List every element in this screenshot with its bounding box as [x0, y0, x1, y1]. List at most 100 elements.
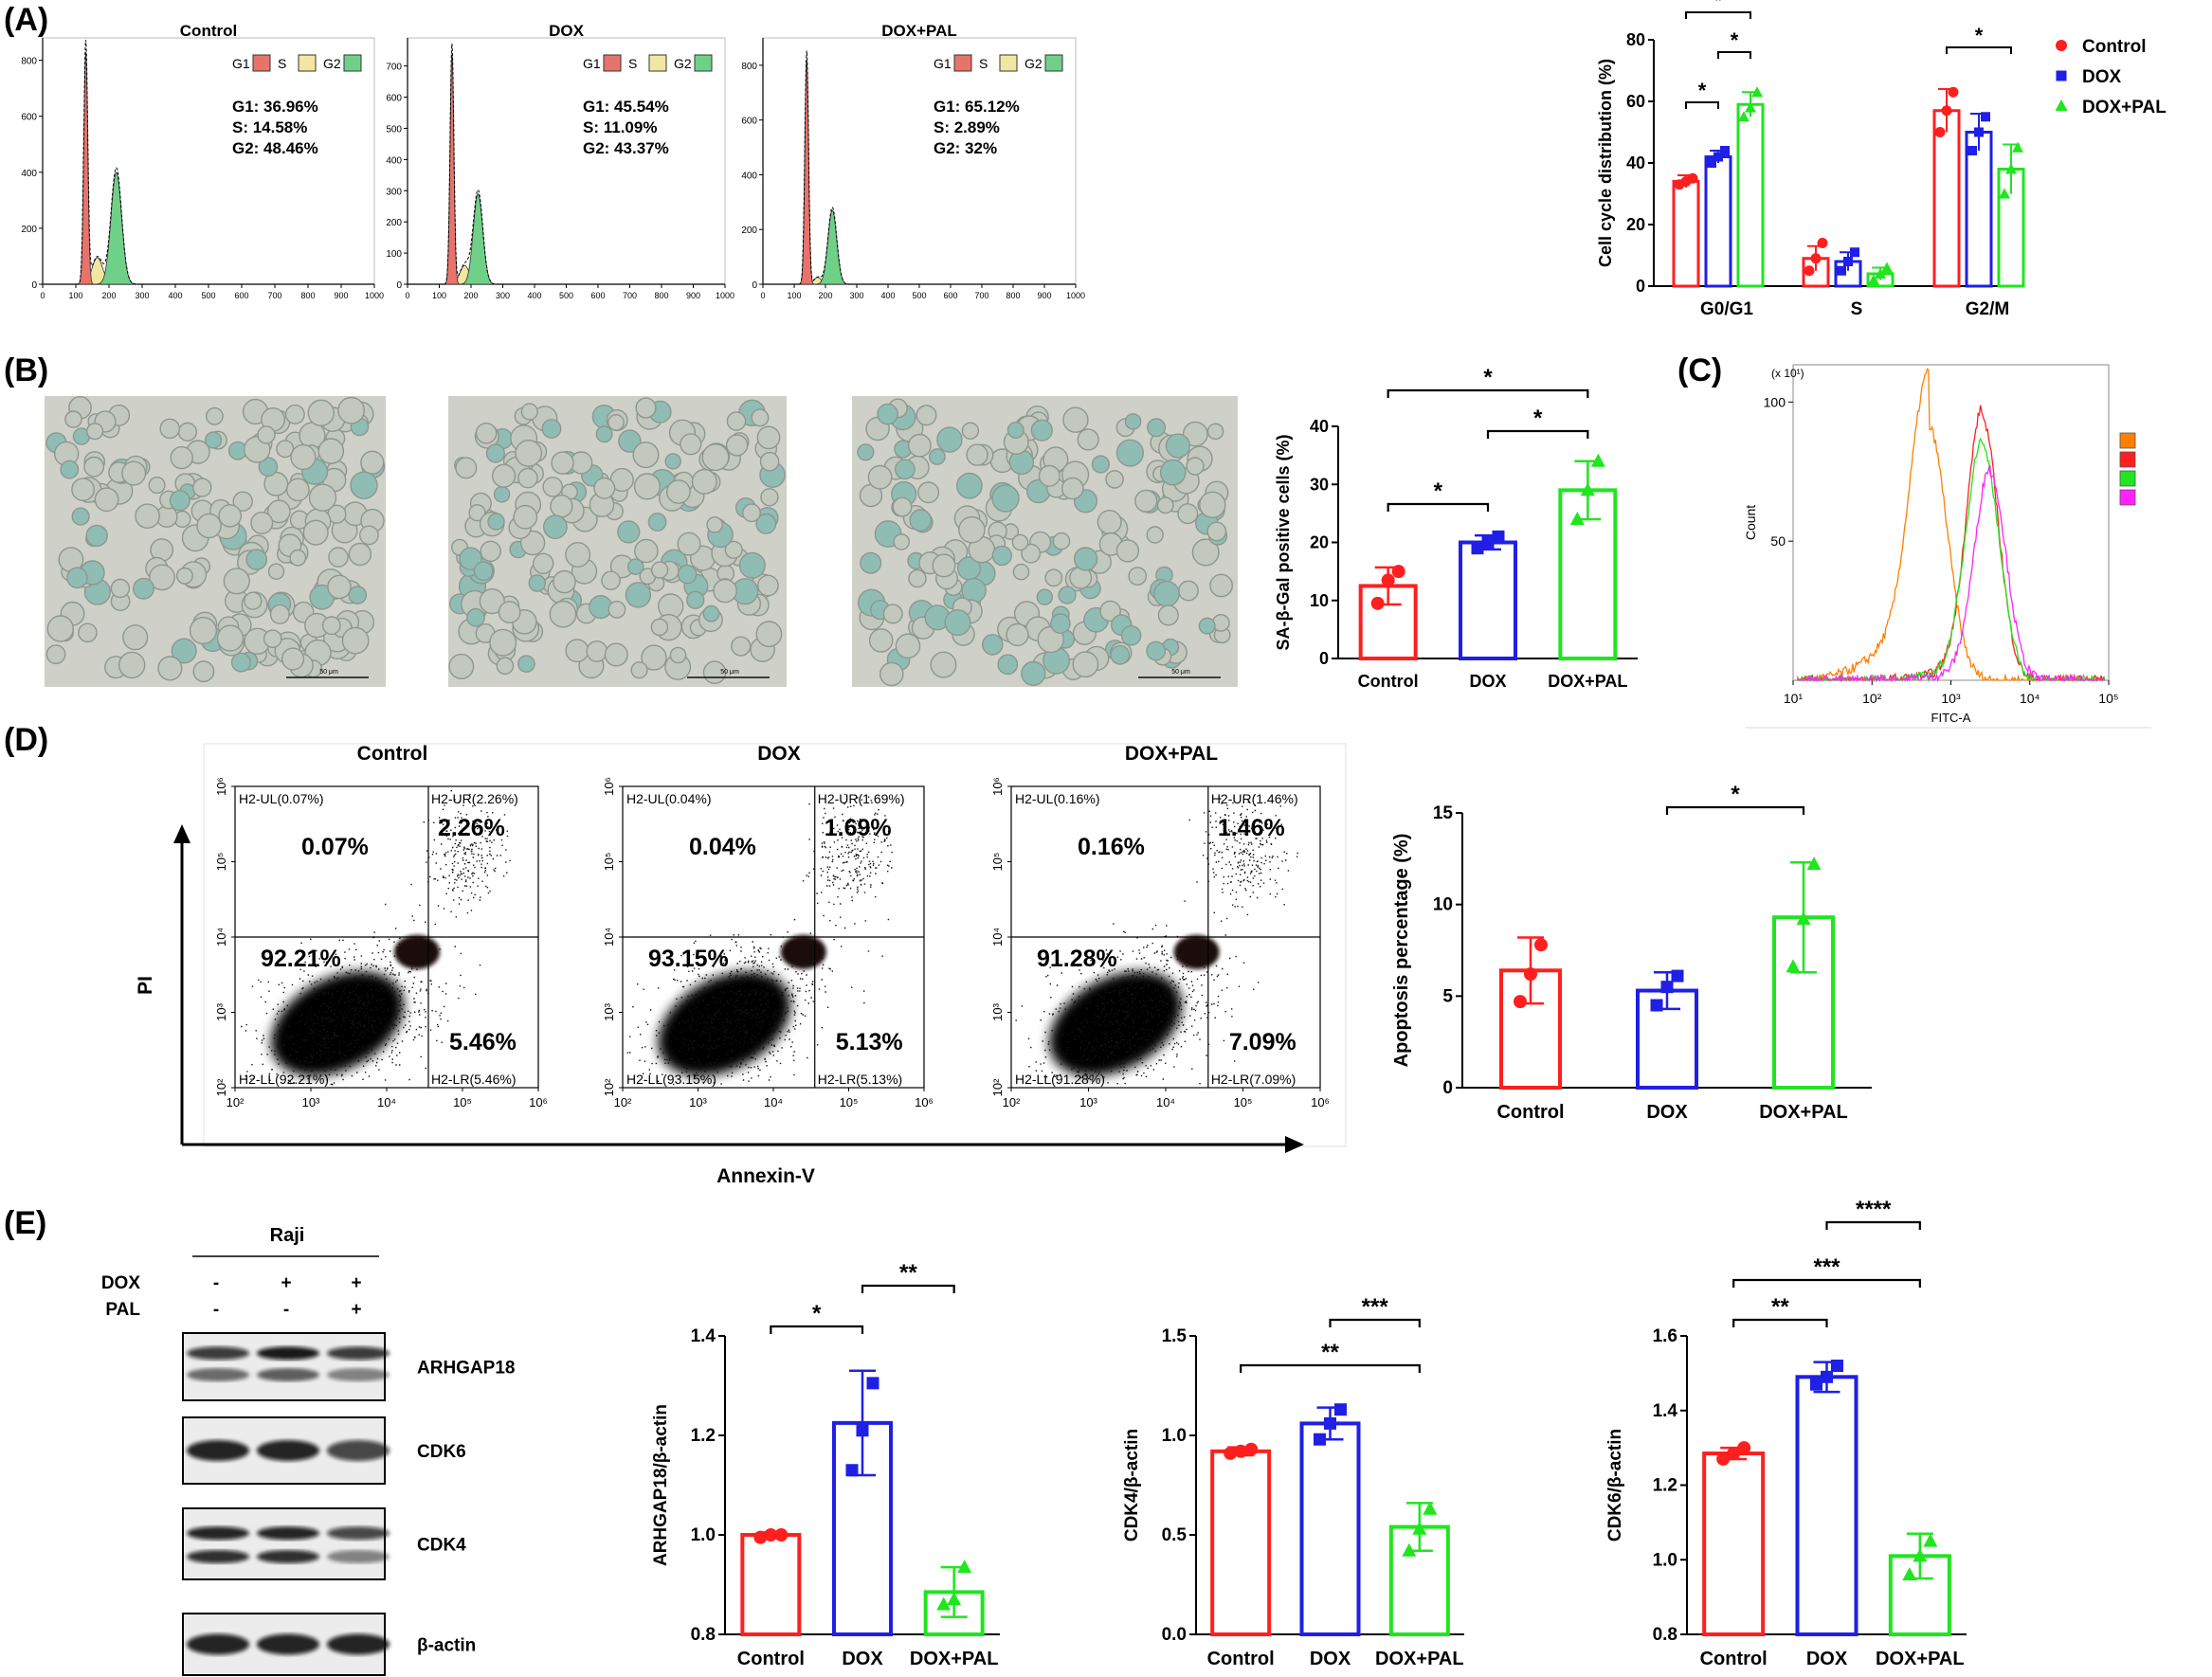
band-label: CDK4: [417, 1536, 466, 1556]
y-tick-label: 1.4: [1653, 1401, 1678, 1421]
data-point: [1713, 152, 1723, 162]
y-tick-label: 0.0: [1162, 1625, 1187, 1645]
cell: [757, 574, 779, 597]
blot-strip-4: β-actin: [182, 1613, 476, 1676]
y-tick-label: 10: [1433, 895, 1453, 915]
cell: [60, 460, 80, 479]
cell-cycle-distribution-chart: 0 20 40 60 80 Cell cycle distribution (%) G0/G…: [1596, 0, 2167, 319]
cell-cycle-histogram-dox: DOX 0 100 200 300 400 500 600 700 0 100 200 300 400 50…: [386, 22, 734, 300]
x-category-label: DOX: [842, 1649, 883, 1669]
legend-swatch: [252, 54, 271, 72]
protein-band: [187, 1550, 249, 1563]
cell: [281, 647, 305, 671]
cell: [893, 533, 911, 550]
quadrant-ll-label: H2-LL(92.21%): [239, 1072, 329, 1087]
y-tick-label: 200: [21, 225, 37, 235]
cell: [284, 404, 305, 424]
cell: [635, 397, 657, 419]
cell: [701, 443, 730, 472]
cell: [205, 431, 223, 449]
x-tick-label: 300: [135, 291, 149, 300]
data-point: [1391, 565, 1405, 579]
data-point: [1913, 1548, 1928, 1562]
cell: [1006, 622, 1029, 647]
significance-bracket: [1685, 101, 1719, 109]
x-category-label: G2/M: [1966, 299, 2009, 319]
x-category-label: Control: [1358, 672, 1419, 691]
cell: [1077, 428, 1099, 451]
cell: [317, 438, 345, 464]
cell: [1209, 573, 1234, 598]
legend-swatch: [603, 54, 622, 72]
data-point: [1902, 1567, 1917, 1580]
data-point: [936, 1596, 952, 1611]
y-tick-label: 30: [1310, 475, 1329, 494]
x-tick-label: 10³: [302, 1095, 320, 1109]
protein-band: [257, 1526, 319, 1541]
quadrant-lr-percentage: 5.13%: [836, 1029, 903, 1055]
cell-population: [658, 971, 791, 1076]
significance-label: **: [1771, 1294, 1789, 1320]
x-tick-label: 400: [168, 291, 182, 300]
y-tick-label: 700: [386, 63, 402, 73]
cell: [1128, 567, 1148, 586]
annexin-arrowhead: [1285, 1136, 1304, 1153]
data-point: [1660, 981, 1674, 994]
significance-label: **: [899, 1260, 917, 1286]
cell: [216, 624, 245, 652]
data-point: [1650, 999, 1663, 1012]
data-point: [1314, 1433, 1326, 1446]
cell: [455, 457, 478, 479]
x-category-label: DOX+PAL: [1548, 672, 1627, 691]
x-category-label: DOX+PAL: [1759, 1102, 1848, 1123]
cell: [513, 504, 538, 530]
significance-bracket: [1946, 46, 2012, 54]
cell: [860, 551, 882, 574]
cell: [302, 519, 329, 546]
flow-plot-2: DOX 10² 10³ 10⁴ 10⁵ 10⁶ 10² 10³ 10⁴ 10⁵ 10⁶ H2-UL(0…: [602, 743, 934, 1109]
treatment-label: PAL: [105, 1300, 140, 1320]
cell: [485, 443, 505, 463]
x-tick-label: 10²: [1003, 1095, 1021, 1109]
x-tick-label: 900: [334, 291, 348, 300]
x-tick-label: 10⁶: [1311, 1095, 1330, 1109]
arhgap18-chart: 0.8 1.0 1.2 1.4 ARHGAP18/β-actin Control DOX DO…: [651, 1260, 1000, 1669]
y-tick-label: 200: [386, 218, 402, 228]
cell: [515, 439, 543, 467]
significance-bracket: [1732, 1318, 1828, 1327]
data-point: [1804, 265, 1815, 277]
cell: [466, 607, 485, 627]
significance-bracket: [1387, 502, 1490, 512]
treatment-mark: +: [351, 1273, 361, 1293]
cell: [680, 433, 702, 456]
cell: [192, 660, 215, 683]
cell: [360, 450, 385, 475]
cell: [895, 459, 916, 480]
bar-control: [1702, 1452, 1766, 1636]
x-tick-label: 500: [559, 291, 573, 300]
cell: [189, 616, 217, 645]
y-tick-label: 500: [386, 124, 402, 135]
quadrant-ul-label: H2-UL(0.16%): [1015, 791, 1099, 806]
y-tick-label: 1.5: [1162, 1326, 1188, 1346]
significance-label: *: [812, 1301, 822, 1326]
legend-label: G2: [323, 56, 341, 71]
cell: [956, 472, 983, 499]
data-point: [1687, 172, 1698, 184]
panel-label-e: (E): [4, 1205, 46, 1241]
cdk4-chart: 0.0 0.5 1.0 1.5 CDK4/β-actin Control DOX DOX+PA…: [1122, 1294, 1464, 1669]
legend-label: G1: [583, 56, 601, 71]
cell: [132, 577, 154, 600]
cell: [517, 467, 538, 489]
legend-label: S: [278, 56, 286, 71]
y-tick-label: 10²: [602, 1078, 616, 1096]
quadrant-ll-percentage: 93.15%: [648, 946, 729, 972]
x-tick-label: 300: [496, 291, 510, 300]
x-tick-label: 700: [623, 291, 637, 300]
cell: [936, 426, 963, 453]
cell: [601, 570, 621, 591]
phase-percentage: G2: 43.37%: [583, 139, 669, 157]
cell: [498, 601, 521, 623]
x-tick-label: 800: [300, 291, 315, 300]
